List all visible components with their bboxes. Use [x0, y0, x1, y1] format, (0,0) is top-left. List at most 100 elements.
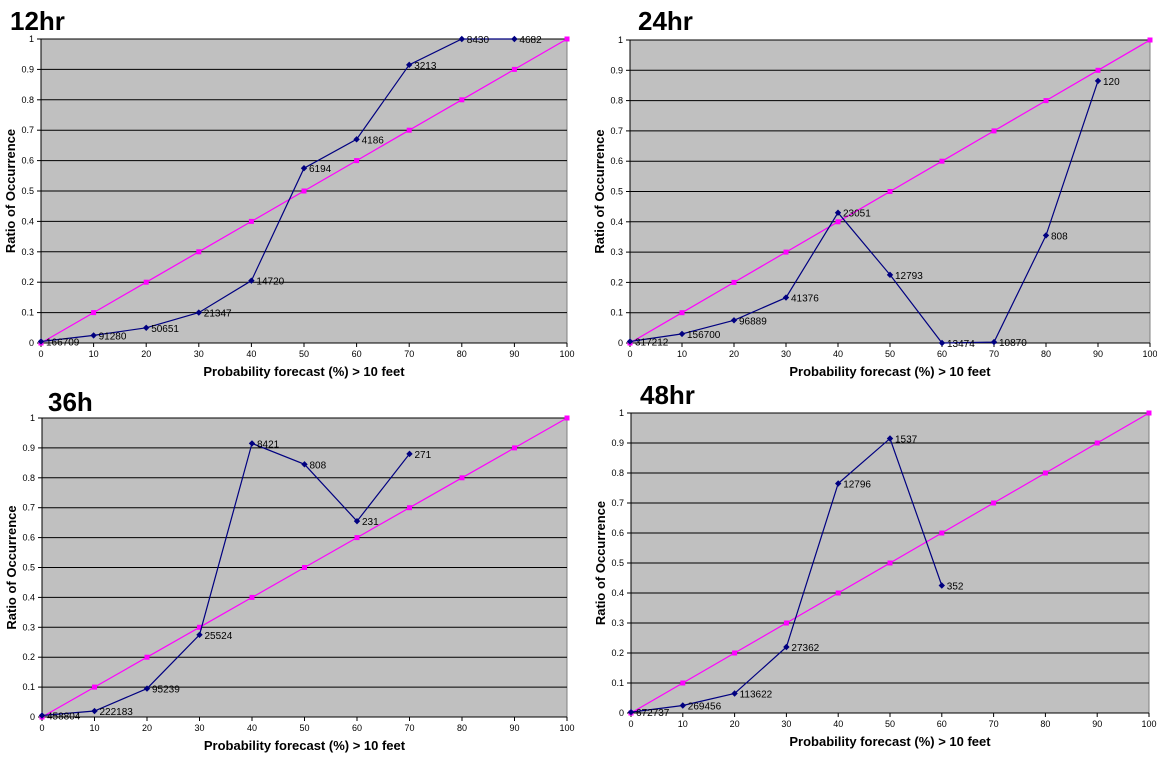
data-point: [300, 165, 308, 172]
y-tick-label: 0.9: [22, 443, 35, 453]
reference-point: [91, 310, 97, 316]
x-tick-label: 60: [352, 349, 362, 359]
observed-series-line: [629, 80, 1099, 344]
y-tick-label: 0: [29, 338, 34, 348]
reference-point: [301, 188, 307, 194]
reference-point: [991, 500, 997, 506]
x-tick-label: 100: [559, 723, 574, 733]
y-tick-label: 0.8: [611, 468, 624, 478]
reference-point: [783, 620, 789, 626]
data-point: [782, 294, 790, 301]
data-point: [886, 435, 894, 442]
data-point: [406, 450, 413, 458]
data-label: 352: [947, 582, 964, 593]
reference-point: [939, 530, 945, 536]
data-point: [990, 338, 998, 346]
x-tick-label: 0: [628, 719, 633, 729]
data-label: 91280: [99, 331, 127, 342]
data-label: 231: [362, 517, 379, 528]
reference-point: [354, 158, 360, 164]
y-tick-label: 0: [619, 708, 624, 718]
data-label: 13474: [947, 339, 975, 350]
data-point: [458, 35, 465, 43]
data-label: 808: [310, 460, 327, 471]
x-tick-label: 40: [247, 723, 257, 733]
x-tick-label: 10: [89, 349, 99, 359]
observed-series-line: [40, 38, 515, 343]
x-tick-label: 20: [730, 719, 740, 729]
y-axis-title: Ratio of Occurrence: [592, 129, 607, 253]
x-tick-label: 80: [457, 349, 467, 359]
x-tick-label: 20: [142, 723, 152, 733]
x-tick-label: 50: [299, 723, 309, 733]
reference-point: [249, 594, 255, 600]
data-label: 1537: [895, 435, 918, 446]
y-tick-label: 0.4: [21, 216, 34, 226]
y-tick-label: 0.1: [610, 308, 623, 318]
y-tick-label: 1: [30, 413, 35, 423]
y-tick-label: 0.2: [22, 652, 35, 662]
y-tick-label: 0.2: [21, 277, 34, 287]
reference-point: [1146, 410, 1152, 416]
x-tick-label: 10: [89, 723, 99, 733]
x-tick-label: 30: [781, 719, 791, 729]
y-tick-label: 0.1: [22, 682, 35, 692]
y-tick-label: 0.1: [611, 678, 624, 688]
reference-point: [512, 445, 517, 451]
reference-point: [459, 475, 465, 481]
y-tick-label: 0.1: [21, 308, 34, 318]
x-tick-label: 40: [833, 349, 843, 359]
data-point: [938, 339, 946, 347]
y-tick-label: 0.4: [611, 588, 624, 598]
reference-point: [887, 189, 893, 194]
x-tick-label: 60: [937, 349, 947, 359]
data-point: [90, 332, 97, 339]
data-label: 27362: [791, 643, 819, 654]
y-tick-label: 0.7: [22, 503, 35, 513]
reference-point: [835, 590, 841, 596]
reference-point: [143, 279, 149, 285]
data-label: 808: [1051, 231, 1068, 242]
data-point: [783, 643, 790, 651]
data-label: 14720: [256, 277, 284, 288]
y-tick-label: 0.5: [610, 187, 623, 197]
data-label: 95239: [152, 685, 180, 696]
reference-point: [511, 66, 517, 72]
reference-point: [783, 249, 789, 255]
data-point: [37, 338, 45, 345]
reference-point: [407, 505, 412, 511]
y-tick-label: 0.8: [610, 96, 623, 106]
reference-point: [197, 624, 202, 630]
x-tick-label: 50: [885, 349, 895, 359]
reference-point: [406, 127, 412, 133]
data-point: [511, 35, 518, 43]
data-label: 8421: [257, 439, 280, 450]
data-point: [678, 330, 686, 338]
y-tick-label: 0.2: [611, 648, 624, 658]
data-label: 458804: [47, 712, 81, 723]
x-tick-label: 0: [39, 723, 44, 733]
data-label: 6194: [309, 164, 332, 175]
chart-title: 12hr: [10, 6, 65, 36]
x-axis-title: Probability forecast (%) > 10 feet: [789, 364, 991, 379]
data-point: [91, 707, 98, 715]
data-label: 166709: [46, 337, 80, 348]
y-tick-label: 0.5: [21, 186, 34, 196]
data-label: 23051: [843, 209, 871, 220]
reference-point: [939, 158, 945, 164]
data-label: 271: [415, 450, 432, 461]
x-tick-label: 0: [38, 349, 43, 359]
data-point: [353, 517, 361, 525]
data-label: 8430: [467, 35, 490, 46]
x-tick-label: 90: [1093, 349, 1103, 359]
data-point: [731, 690, 738, 697]
data-label: 96889: [739, 316, 767, 327]
y-tick-label: 1: [29, 34, 34, 44]
data-label: 10870: [999, 338, 1027, 349]
data-label: 41376: [791, 294, 819, 305]
reference-point: [459, 97, 465, 103]
data-point: [406, 61, 413, 69]
data-point: [626, 338, 634, 345]
